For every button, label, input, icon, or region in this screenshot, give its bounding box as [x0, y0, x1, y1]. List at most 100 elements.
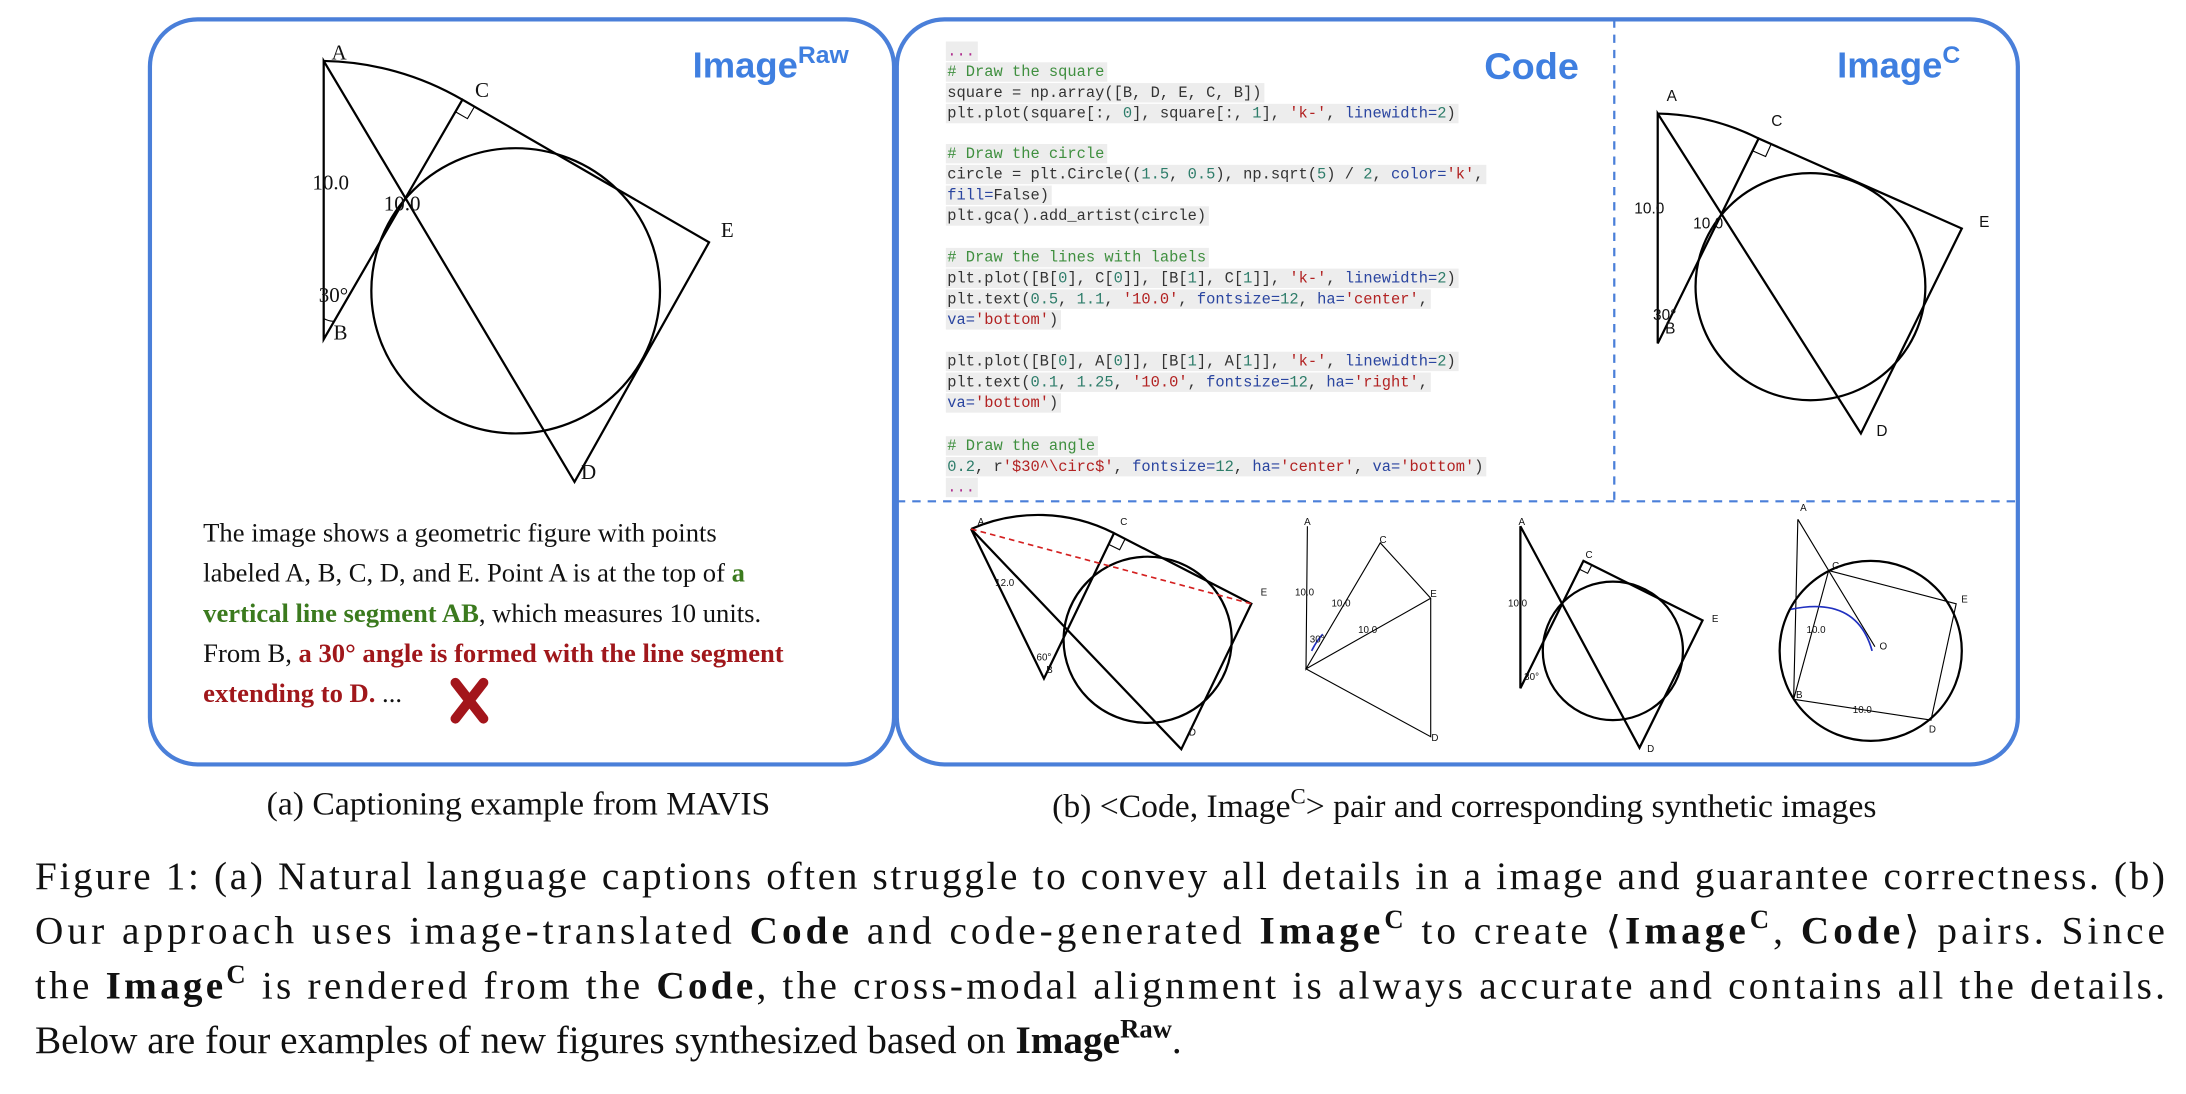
code-line-bg	[945, 41, 978, 61]
synthetic-image: A C E 10.0 30° D	[1508, 517, 1719, 755]
code-token: 1.25	[1077, 373, 1114, 391]
code-token: 12	[1289, 373, 1307, 391]
code-token: 0	[1058, 353, 1067, 371]
text-segment: Image	[693, 45, 798, 86]
label: C	[1380, 535, 1387, 546]
code-token: color=	[1391, 166, 1446, 184]
code-line: ...	[947, 479, 975, 497]
code-line: # Draw the lines with labels	[947, 249, 1206, 267]
code-token: '$30^\circ$'	[1003, 458, 1114, 476]
code-token: ], square[:,	[1132, 105, 1252, 123]
code-line-bg	[945, 62, 1108, 82]
panel-title: ImageRaw	[693, 42, 850, 85]
caption-line: Figure 1: (a) Natural language captions …	[35, 855, 2165, 898]
text-segment: , the cross-modal alignment is always ac…	[756, 965, 2165, 1008]
code-token: ) /	[1326, 166, 1363, 184]
code-token: linewidth=	[1345, 353, 1437, 371]
code-token: circle = plt.Circle((	[947, 166, 1141, 184]
code-token: ,	[1114, 373, 1132, 391]
code-token: 0	[1058, 270, 1067, 288]
label: 30°	[1524, 672, 1539, 683]
code-line-bg	[945, 247, 1209, 268]
code-line-bg	[945, 206, 1209, 226]
code-token: 0	[1123, 105, 1132, 123]
code-line: square = np.array([B, D, E, C, B])	[947, 84, 1261, 102]
code-token: , r	[975, 458, 1003, 476]
code-token: plt.gca().add_artist(circle)	[947, 207, 1206, 225]
code-line: plt.text(0.5, 1.1, '10.0', fontsize=12, …	[947, 290, 1428, 308]
code-token: )	[1446, 105, 1455, 123]
code-token: 'k-'	[1289, 270, 1326, 288]
code-token: # Draw the square	[947, 63, 1104, 81]
description-line: labeled A, B, C, D, and E. Point A is at…	[203, 558, 745, 588]
panel-b-frame	[894, 17, 2020, 767]
code-token: ,	[1419, 373, 1428, 391]
label: D	[581, 460, 596, 484]
shape	[1304, 526, 1432, 738]
code-token: 0.2	[947, 458, 975, 476]
angle-arc	[1310, 633, 1324, 652]
label: A	[1519, 517, 1526, 528]
code-line: 0.2, r'$30^\circ$', fontsize=12, ha='cen…	[947, 458, 1483, 476]
label: E	[1712, 614, 1719, 625]
text-segment: Image	[1625, 910, 1746, 953]
code-line-bg	[945, 436, 1098, 456]
code-line: plt.text(0.1, 1.25, '10.0', fontsize=12,…	[947, 373, 1428, 391]
description-line: The image shows a geometric figure with …	[203, 518, 717, 548]
label: 10.0	[1331, 599, 1351, 610]
code-token: 2	[1437, 353, 1446, 371]
text-segment: Code	[1801, 910, 1900, 953]
label: E	[1261, 588, 1268, 599]
code-line-bg	[945, 83, 1265, 103]
code-token: 'k-'	[1289, 353, 1326, 371]
code-token: ,	[1234, 458, 1252, 476]
code-line-bg	[945, 372, 1431, 392]
label: 10.0	[1693, 216, 1723, 233]
text-segment: the	[35, 965, 102, 1008]
label: C	[475, 78, 489, 102]
synthetic-image: A C E 10.0 O B 10.0 D	[1778, 503, 1968, 742]
code-token: 1.5	[1141, 166, 1169, 184]
label: 10.0	[1508, 599, 1528, 610]
code-line-bg	[945, 351, 1459, 372]
figure-caption: Figure 1: (a) Natural language captions …	[35, 855, 2165, 1062]
code-token: '10.0'	[1123, 290, 1178, 308]
code-line: plt.gca().add_artist(circle)	[947, 207, 1206, 225]
panel-title: ImageC	[1837, 42, 1960, 85]
text-segment: C	[1291, 784, 1306, 809]
code-line: va='bottom')	[947, 394, 1058, 412]
cross	[450, 677, 489, 724]
label: A	[1800, 503, 1807, 514]
code-token: ,	[1169, 166, 1187, 184]
label: D	[1876, 423, 1887, 440]
circle	[1778, 559, 1963, 742]
label: 12.0	[995, 578, 1015, 589]
shape	[322, 56, 711, 485]
code-token: 'bottom'	[975, 311, 1049, 329]
label: E	[1961, 594, 1968, 605]
code-token: va=	[947, 311, 975, 329]
text-segment: Raw	[1120, 1014, 1172, 1044]
description-line: vertical line segment AB, which measures…	[203, 598, 761, 628]
code-token: 'center'	[1280, 458, 1354, 476]
code-line-bg	[945, 268, 1459, 289]
code-token: ,	[1308, 373, 1326, 391]
code-token: 0	[1114, 270, 1123, 288]
text-segment: (b) <Code, Image	[1052, 788, 1290, 825]
label: A	[978, 517, 985, 528]
code-token: plt.plot([B[	[947, 353, 1058, 371]
shape	[1792, 519, 1957, 721]
label: C	[1832, 561, 1839, 572]
text-segment: and code-generated	[853, 910, 1255, 953]
code-token: ], A[	[1067, 353, 1113, 371]
text-segment: ⟩ pairs. Since	[1904, 910, 2165, 953]
label: A	[1304, 517, 1311, 528]
code-token: plt.text(	[947, 373, 1030, 391]
code-token: ,	[1114, 458, 1132, 476]
label: D	[1929, 725, 1936, 736]
label: B	[1046, 665, 1053, 676]
code-line-bg	[945, 289, 1431, 309]
code-token: ,	[1326, 353, 1344, 371]
code-token: 12	[1280, 290, 1298, 308]
text-segment: C	[1384, 904, 1403, 934]
